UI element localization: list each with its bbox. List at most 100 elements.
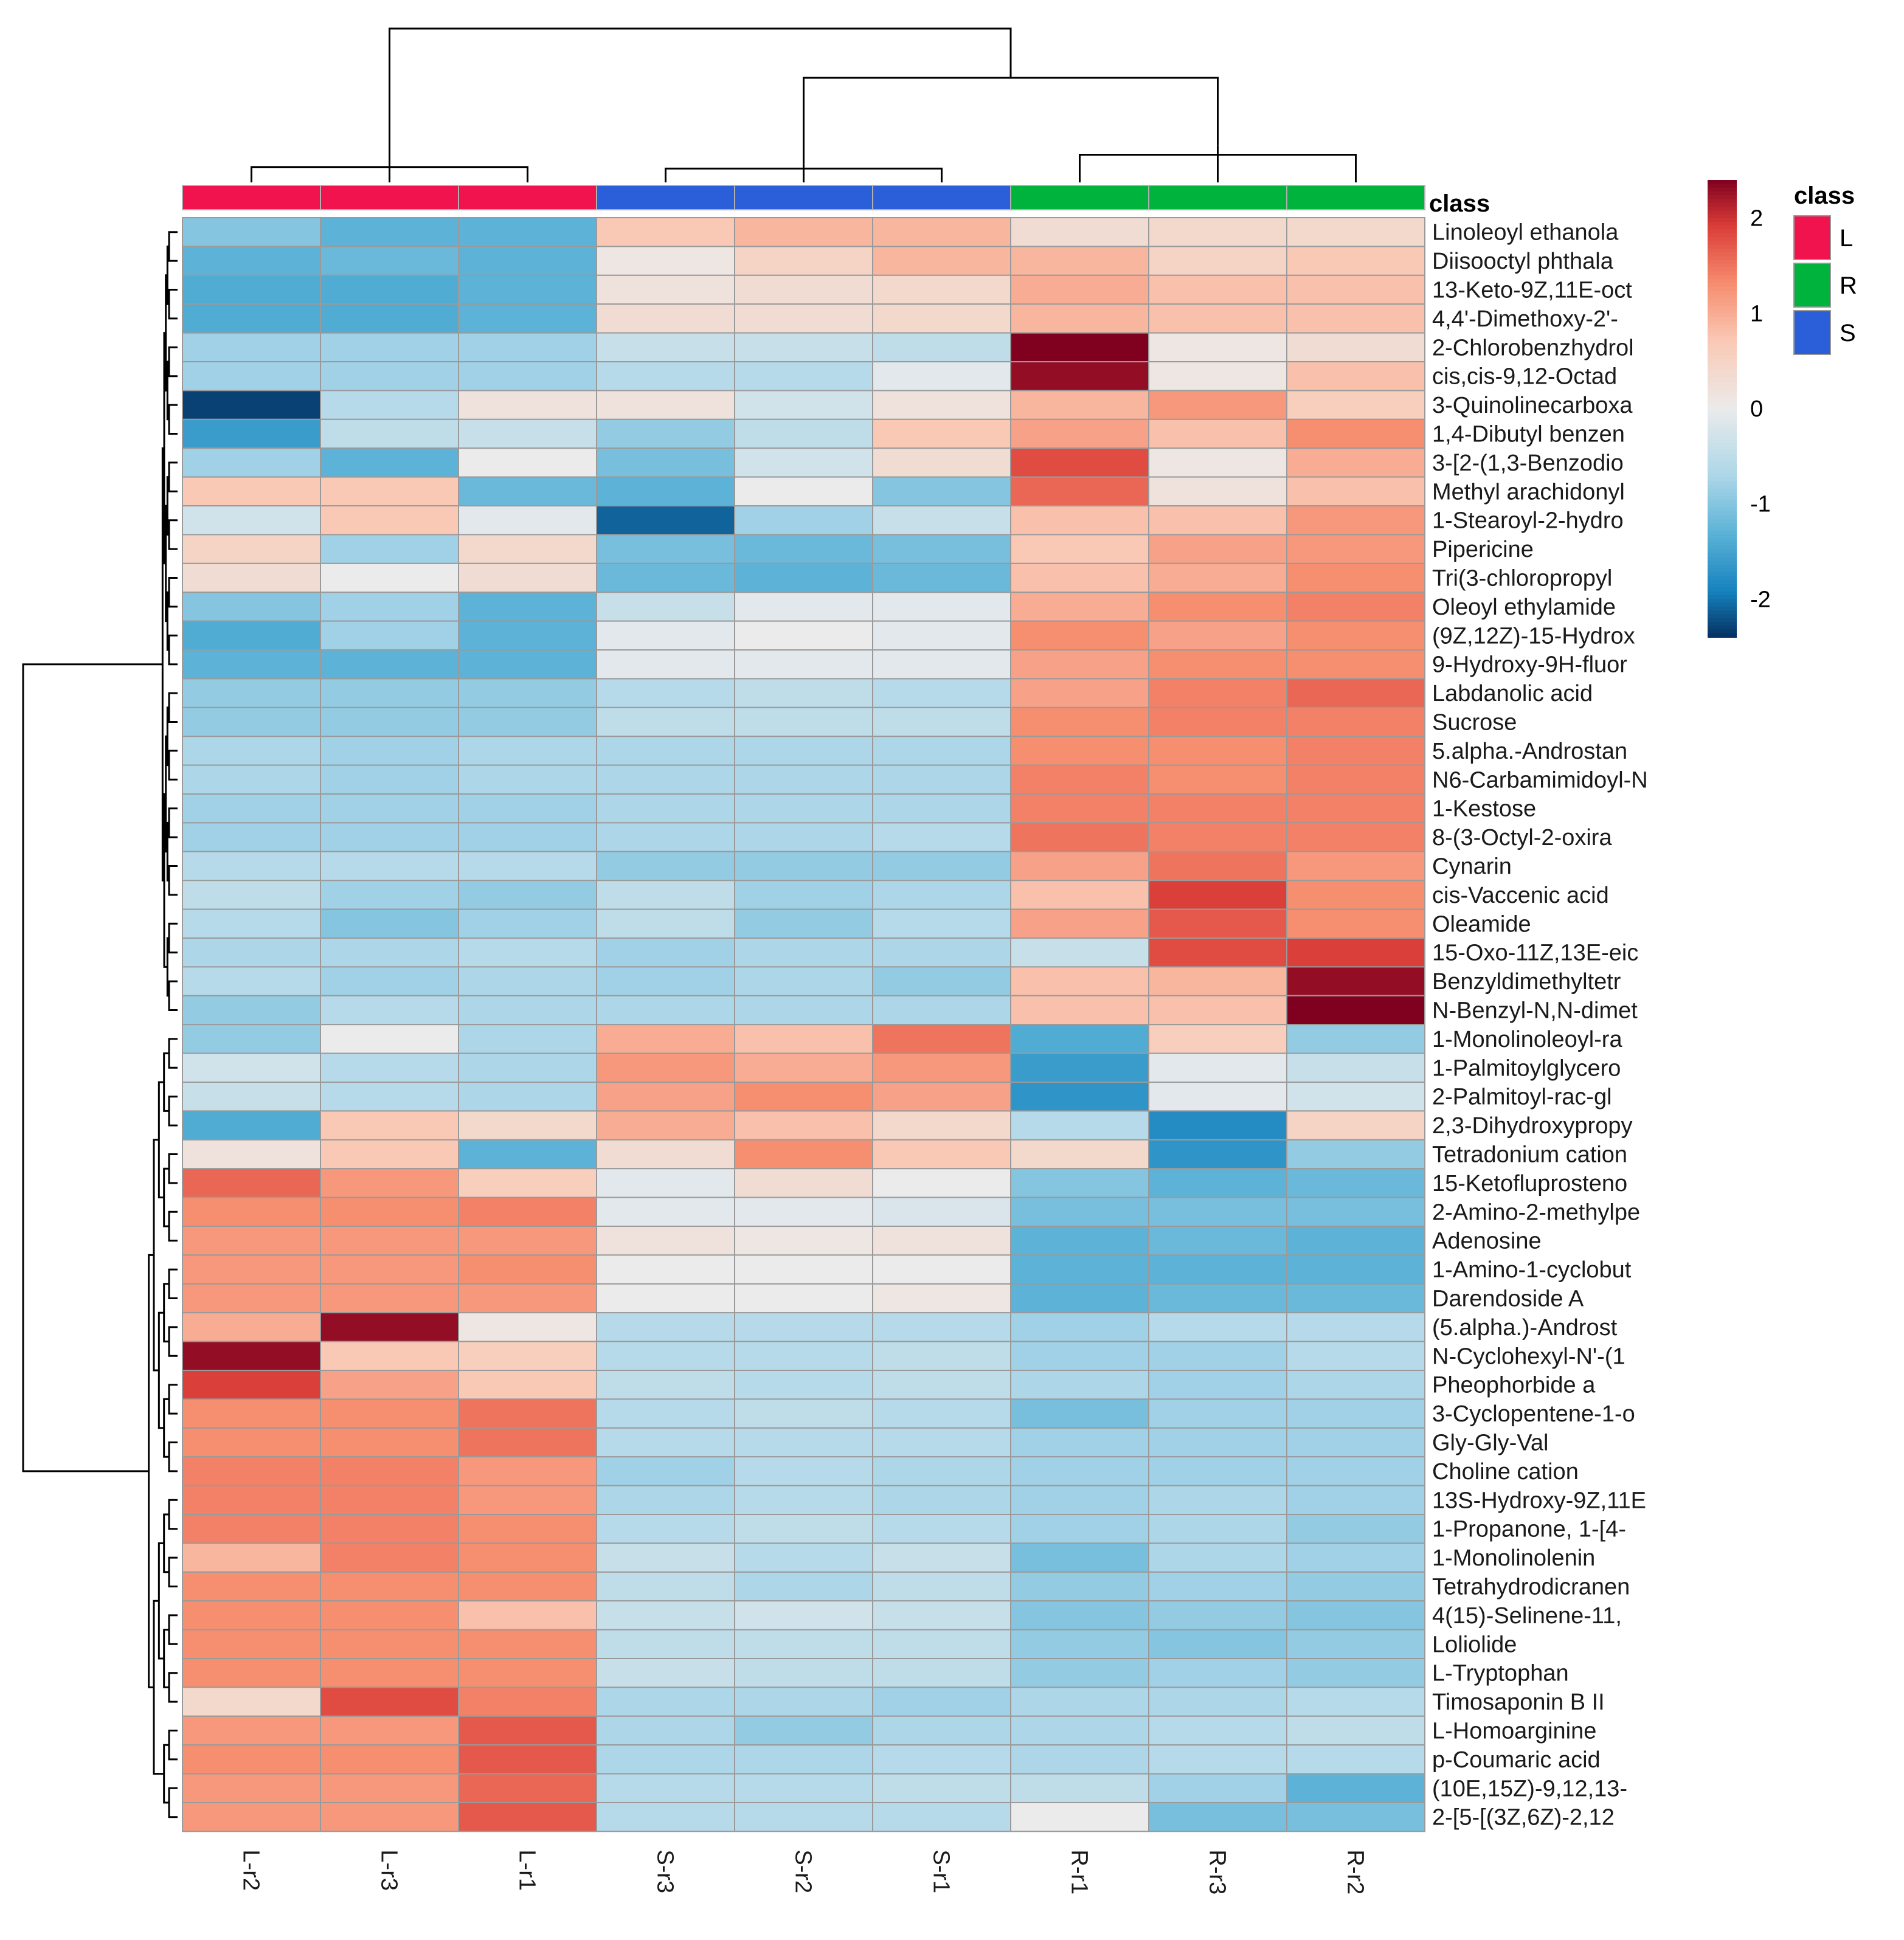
color-scale-swatch bbox=[1708, 374, 1737, 379]
row-dendrogram-branch bbox=[168, 404, 178, 435]
heatmap-cell bbox=[872, 1110, 1011, 1141]
heatmap-cell bbox=[182, 880, 321, 910]
row-label: 13S-Hydroxy-9Z,11E bbox=[1432, 1488, 1646, 1513]
heatmap-cell bbox=[734, 217, 873, 247]
heatmap-cell bbox=[596, 1427, 735, 1458]
heatmap-cell bbox=[1148, 1686, 1287, 1717]
heatmap-cell bbox=[1286, 361, 1425, 392]
color-scale-swatch bbox=[1708, 252, 1737, 257]
class-legend-swatch-L bbox=[1793, 215, 1831, 260]
heatmap-cell bbox=[1286, 1542, 1425, 1573]
color-scale-swatch bbox=[1708, 389, 1737, 394]
row-label: 1-Amino-1-cyclobut bbox=[1432, 1257, 1632, 1283]
heatmap-cell bbox=[458, 217, 597, 247]
heatmap-cell bbox=[1148, 1139, 1287, 1170]
heatmap-cell bbox=[734, 966, 873, 996]
color-scale-swatch bbox=[1708, 431, 1737, 436]
color-scale-swatch bbox=[1708, 187, 1737, 192]
heatmap-cell bbox=[320, 1226, 459, 1256]
heatmap-cell bbox=[872, 1629, 1011, 1660]
heatmap-cell bbox=[320, 1168, 459, 1198]
heatmap-cell bbox=[1010, 217, 1149, 247]
heatmap-cell bbox=[1010, 1744, 1149, 1775]
row-label: Gly-Gly-Val bbox=[1432, 1431, 1548, 1456]
heatmap-cell bbox=[872, 793, 1011, 824]
heatmap-cell bbox=[1148, 274, 1287, 305]
heatmap-cell bbox=[872, 476, 1011, 506]
row-dendrogram-branch bbox=[168, 807, 178, 838]
heatmap-cell bbox=[734, 1283, 873, 1314]
heatmap-cell bbox=[182, 678, 321, 708]
row-label: 5.alpha.-Androstan bbox=[1432, 739, 1627, 764]
column-label: R-r3 bbox=[1205, 1849, 1230, 1894]
color-scale-swatch bbox=[1708, 195, 1737, 200]
heatmap-cell bbox=[1286, 1312, 1425, 1342]
heatmap-cell bbox=[320, 880, 459, 910]
class-legend-label-R: R bbox=[1840, 272, 1857, 299]
row-label: 3-Quinolinecarboxa bbox=[1432, 393, 1633, 418]
heatmap-cell bbox=[1148, 1715, 1287, 1746]
heatmap-cell bbox=[596, 1254, 735, 1285]
heatmap-cell bbox=[872, 649, 1011, 680]
heatmap-cell bbox=[596, 1773, 735, 1804]
heatmap-cell bbox=[182, 1052, 321, 1083]
heatmap-cell bbox=[320, 1802, 459, 1832]
row-label: 13-Keto-9Z,11E-oct bbox=[1432, 278, 1632, 303]
row-label: 1-Palmitoylglycero bbox=[1432, 1055, 1621, 1081]
heatmap-cell bbox=[1148, 476, 1287, 506]
color-scale-swatch bbox=[1708, 340, 1737, 345]
heatmap-cell bbox=[1010, 1715, 1149, 1746]
heatmap-cell bbox=[320, 390, 459, 420]
heatmap-cell bbox=[734, 1226, 873, 1256]
heatmap-cell bbox=[872, 736, 1011, 766]
row-dendrogram-branch bbox=[165, 505, 168, 623]
heatmap-cell bbox=[458, 822, 597, 852]
heatmap-cell bbox=[182, 534, 321, 564]
heatmap-cell bbox=[734, 534, 873, 564]
heatmap-cell bbox=[596, 1139, 735, 1170]
heatmap-cell bbox=[1286, 1686, 1425, 1717]
color-scale-swatch bbox=[1708, 618, 1737, 623]
heatmap-cell bbox=[596, 1658, 735, 1688]
color-scale-swatch bbox=[1708, 629, 1737, 634]
heatmap-cell bbox=[1286, 678, 1425, 708]
row-label: (10E,15Z)-9,12,13- bbox=[1432, 1776, 1627, 1801]
heatmap-cell bbox=[458, 880, 597, 910]
row-label: L-Tryptophan bbox=[1432, 1661, 1569, 1686]
heatmap-cell bbox=[182, 476, 321, 506]
color-scale-swatch bbox=[1708, 393, 1737, 398]
heatmap-cell bbox=[596, 1802, 735, 1832]
row-label: Loliolide bbox=[1432, 1632, 1517, 1657]
heatmap-cell bbox=[734, 1370, 873, 1400]
heatmap-cell bbox=[458, 649, 597, 680]
heatmap-cell bbox=[182, 1485, 321, 1516]
heatmap-cell bbox=[458, 851, 597, 882]
heatmap-cell bbox=[1286, 1571, 1425, 1602]
heatmap-cell bbox=[734, 562, 873, 593]
color-scale-swatch bbox=[1708, 336, 1737, 341]
row-labels: Linoleoyl ethanola Diisooctyl phthala 13-K… bbox=[1432, 220, 1648, 1831]
heatmap-cell bbox=[1286, 966, 1425, 996]
heatmap-cell bbox=[872, 1715, 1011, 1746]
heatmap-cell bbox=[182, 1139, 321, 1170]
heatmap-cell bbox=[1010, 1398, 1149, 1429]
heatmap-cell bbox=[1286, 246, 1425, 276]
heatmap-cell bbox=[1286, 303, 1425, 334]
heatmap-cell bbox=[458, 1658, 597, 1688]
heatmap-cell bbox=[596, 332, 735, 362]
color-scale-swatch bbox=[1708, 530, 1737, 535]
heatmap-cell bbox=[182, 1629, 321, 1660]
heatmap-cell bbox=[458, 447, 597, 478]
color-scale-swatch bbox=[1708, 260, 1737, 264]
color-scale-swatch bbox=[1708, 305, 1737, 311]
heatmap-cell bbox=[1148, 1802, 1287, 1832]
heatmap-cell bbox=[1010, 649, 1149, 680]
heatmap-cell bbox=[320, 1052, 459, 1083]
heatmap-cell bbox=[458, 1139, 597, 1170]
heatmap-cell bbox=[182, 908, 321, 939]
heatmap-cell bbox=[1148, 1312, 1287, 1342]
heatmap-cell bbox=[182, 361, 321, 392]
heatmap-cell bbox=[734, 1312, 873, 1342]
row-dendrogram-branch bbox=[168, 865, 178, 896]
